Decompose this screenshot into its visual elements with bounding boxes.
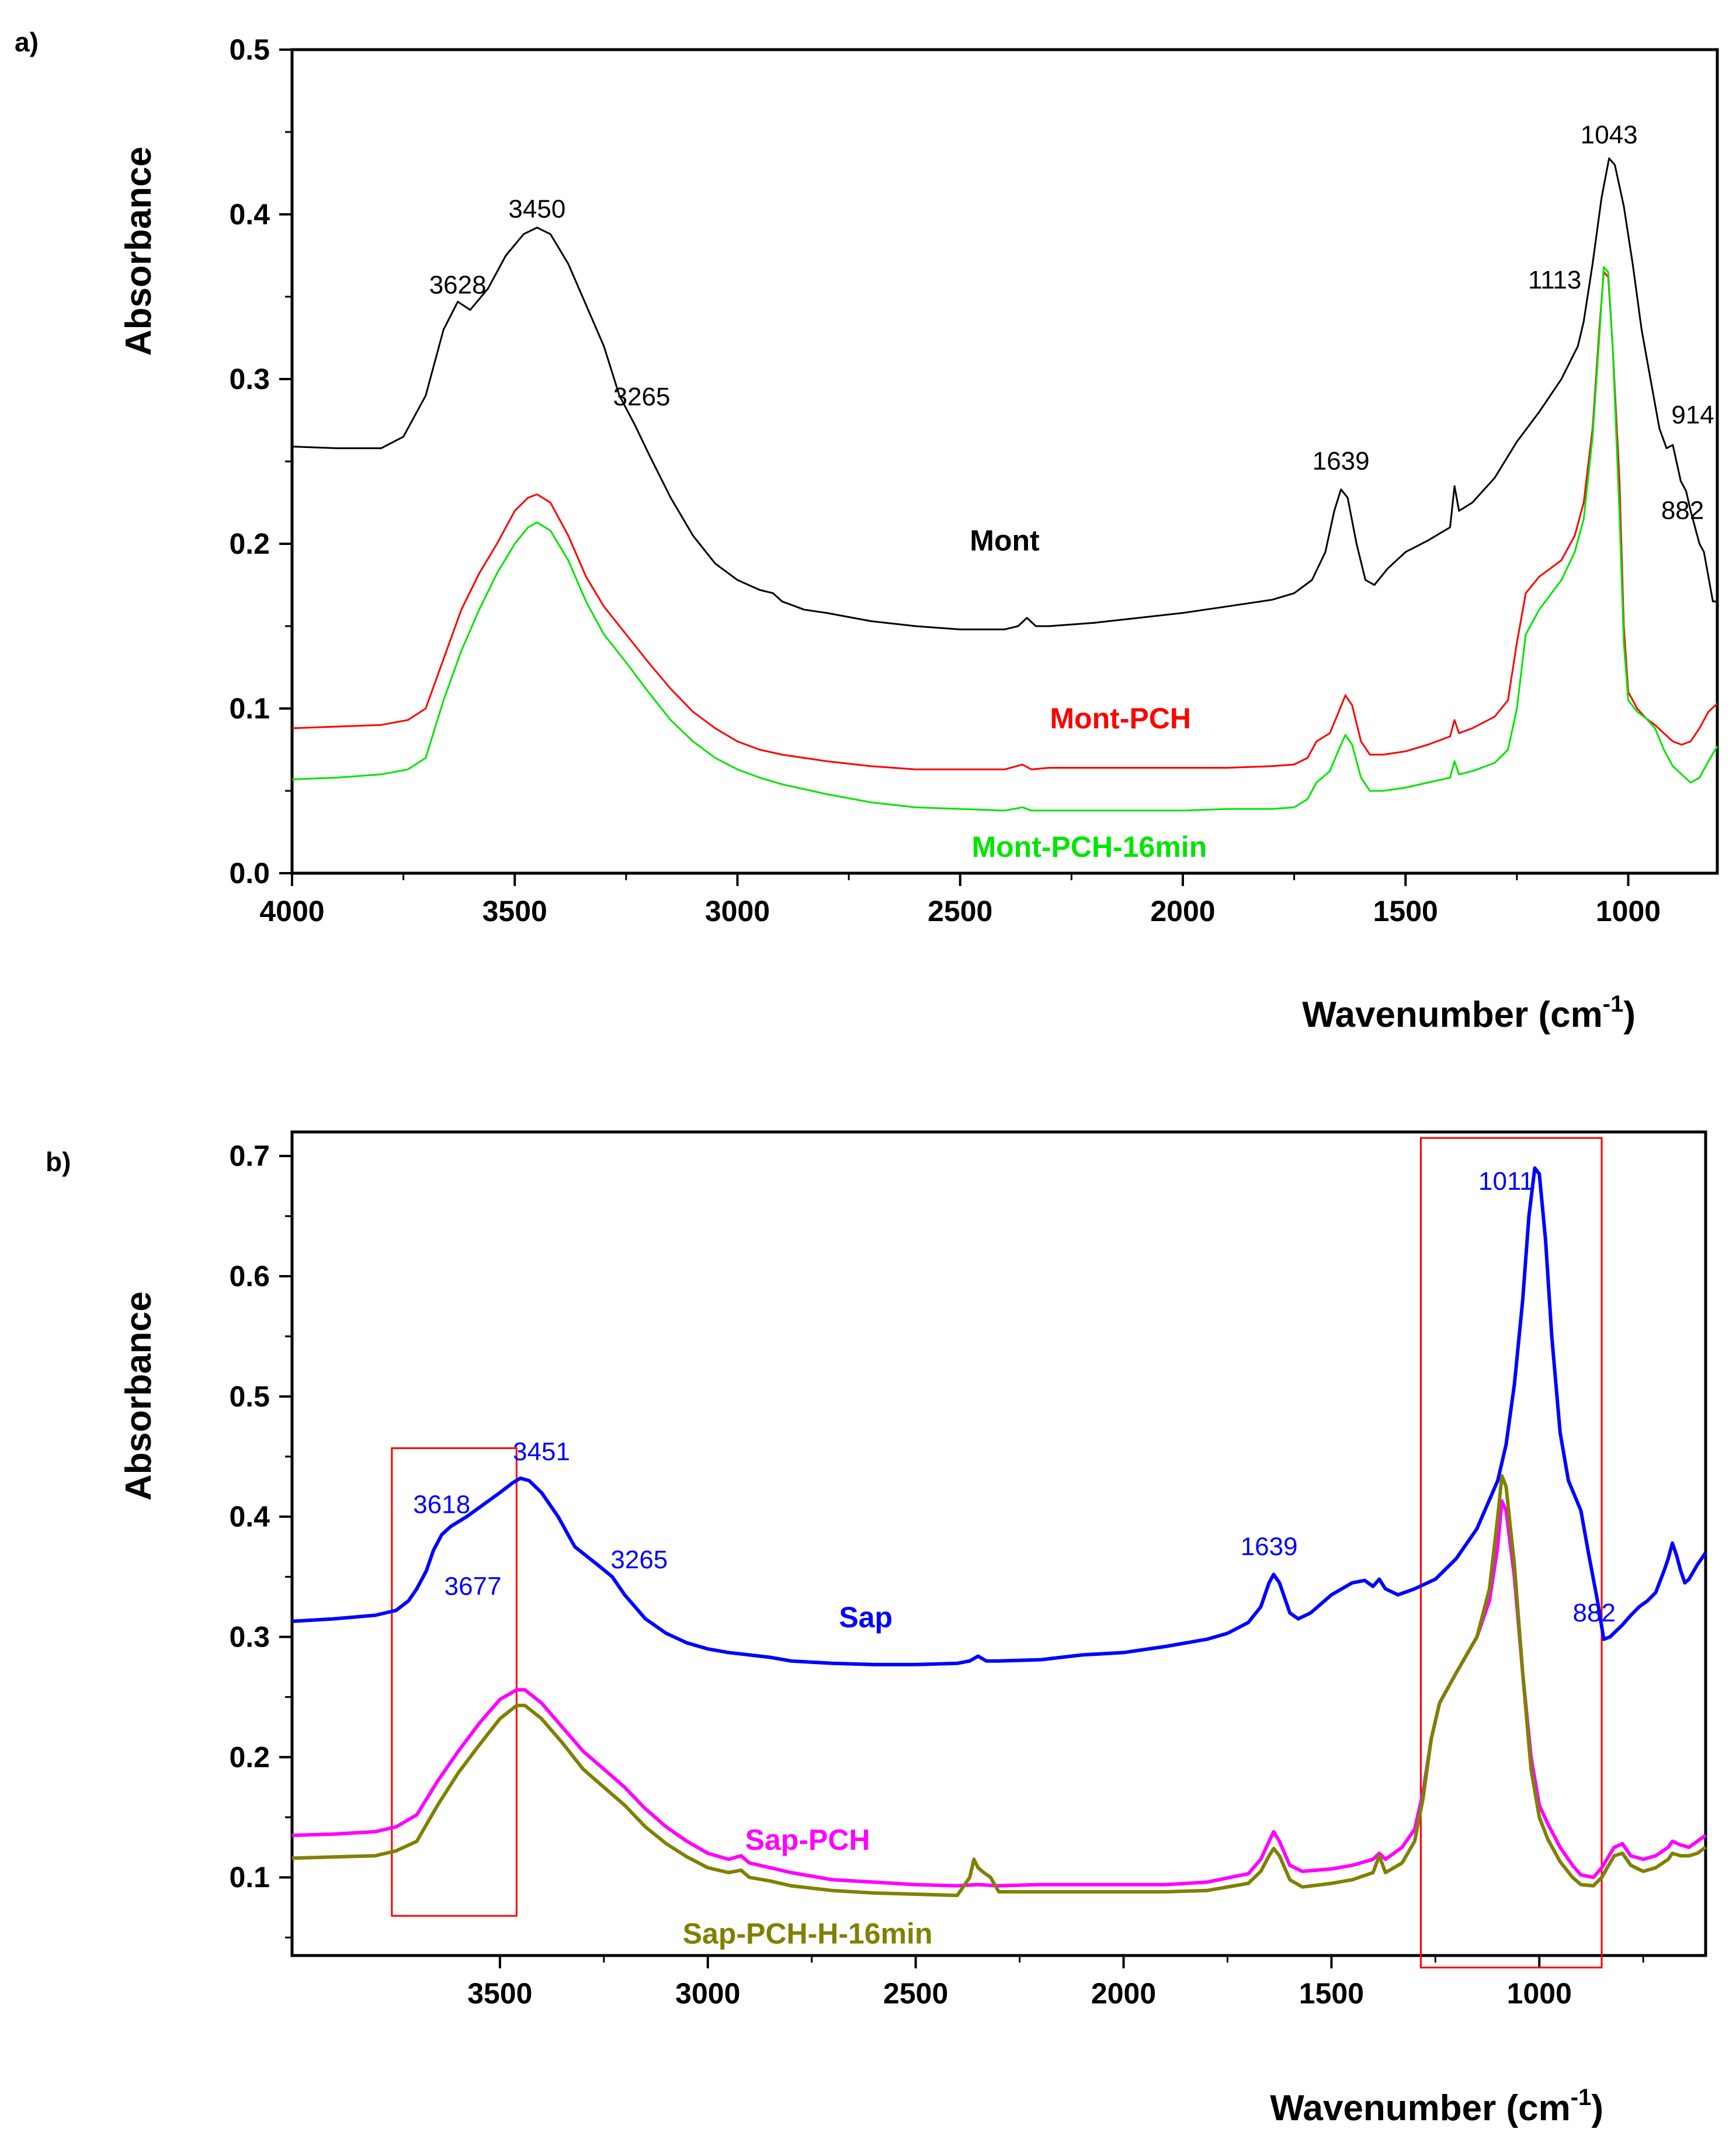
panel-b-peak-label: 3451 — [513, 1437, 570, 1466]
panel-b-x-axis-title: Wavenumber (cm-1) — [1270, 2085, 1603, 2128]
panel-b-series-label: Sap — [839, 1601, 893, 1634]
panel-b-y-ticks: 0.1 0.2 0.3 0.4 0.5 0.6 0.7 — [229, 1140, 292, 1939]
panel-a: a) 4000 3500 3000 2500 2000 1500 1000 0.00.10.… — [15, 27, 1719, 1035]
panel-a-y-axis-title: Absorbance — [119, 147, 159, 356]
panel-a-peak-label: 914 — [1671, 401, 1714, 429]
panel-a-x-tick-label: 1000 — [1596, 895, 1661, 928]
panel-b-annotations: 3618 3677 3451 3265 1639 1011 882 Sap Sap-PCH Sap… — [413, 1167, 1616, 1950]
panel-a-series — [291, 157, 1718, 812]
panel-a-x-tick-label: 2000 — [1150, 895, 1215, 928]
panel-a-peak-label: 1113 — [1528, 266, 1581, 294]
panel-b-y-axis-title: Absorbance — [119, 1291, 159, 1501]
panel-b-peak-label: 1639 — [1241, 1533, 1298, 1561]
panel-a-peak-label: 1043 — [1581, 121, 1638, 150]
panel-b-x-tick-label: 3500 — [467, 1977, 532, 2010]
panel-b-highlight-box — [1419, 1137, 1603, 1969]
panel-b-y-tick-label: 0.1 — [229, 1861, 270, 1894]
panel-b-x-tick-label: 1500 — [1299, 1977, 1364, 2010]
panel-a-peak-label: 882 — [1661, 496, 1704, 525]
panel-a-x-tick-label: 2500 — [928, 895, 992, 928]
panel-b-y-tick-label: 0.6 — [229, 1260, 270, 1293]
panel-a-peak-label: 3450 — [508, 195, 565, 224]
panel-b-y-tick-label: 0.3 — [229, 1621, 270, 1654]
panel-a-y-tick-label: 0.5 — [229, 33, 270, 66]
panel-b-y-tick-label: 0.4 — [229, 1501, 270, 1533]
panel-b-x-axis-title-close: ) — [1591, 2088, 1603, 2128]
panel-a-series-label: Mont-PCH — [1050, 702, 1191, 735]
panel-b-x-axis-title-sup: -1 — [1571, 2085, 1592, 2110]
panel-a-y-tick-label: 0.3 — [229, 363, 270, 395]
panel-b-x-tick-label: 1000 — [1507, 1977, 1572, 2010]
panel-b-x-ticks: 3500 3000 2500 2000 1500 1000 — [467, 1956, 1644, 2010]
panel-b-y-tick-label: 0.5 — [229, 1380, 270, 1413]
panel-a-x-tick-label: 1500 — [1373, 895, 1438, 928]
panel-b-y-tick-label: 0.7 — [229, 1140, 270, 1172]
panel-a-frame — [290, 48, 1719, 875]
panel-a-series-mont-pch — [291, 271, 1718, 770]
panel-a-peak-label: 3265 — [613, 383, 671, 411]
panel-b-peak-label: 882 — [1573, 1599, 1616, 1627]
panel-b-series-label: Sap-PCH-H-16min — [683, 1917, 933, 1950]
panel-a-x-ticks: 4000 3500 3000 2500 2000 1500 1000 — [259, 873, 1661, 928]
panel-b-highlight-box — [391, 1447, 518, 1917]
panel-a-x-tick-label: 3500 — [482, 895, 547, 928]
panel-a-label: a) — [15, 27, 39, 57]
panel-b-series-sap-pch — [291, 1499, 1707, 1888]
panel-a-x-tick-label: 3000 — [705, 895, 770, 928]
panel-a-x-axis-title-close: ) — [1623, 995, 1636, 1035]
panel-a-y-tick-label: 0.4 — [229, 198, 270, 231]
panel-b-highlight-boxes — [391, 1137, 1603, 1969]
panel-a-peak-label: 3628 — [429, 270, 487, 299]
panel-b-peak-label: 3265 — [610, 1545, 668, 1574]
panel-a-series-label: Mont-PCH-16min — [971, 831, 1207, 863]
panel-a-y-tick-label: 0.0 — [229, 857, 270, 890]
panel-a-x-axis-title-sup: -1 — [1603, 991, 1624, 1017]
panel-b-series-label: Sap-PCH — [745, 1824, 870, 1856]
panel-b-peak-label: 3677 — [445, 1572, 502, 1600]
panel-b-peak-label: 1011 — [1478, 1167, 1534, 1196]
panel-a-y-ticks: 0.0 0.1 0.2 0.3 0.4 0.5 — [229, 33, 292, 890]
panel-a-series-label: Mont — [970, 524, 1040, 557]
panel-a-x-axis-title: Wavenumber (cm-1) — [1302, 991, 1636, 1035]
panel-a-x-tick-label: 4000 — [259, 895, 324, 928]
panel-b-frame — [290, 1130, 1707, 1957]
panel-a-peak-label: 1639 — [1313, 447, 1370, 475]
panel-b-x-tick-label: 2000 — [1091, 1977, 1156, 2010]
panel-b-x-axis-title-main: Wavenumber (cm — [1270, 2088, 1571, 2128]
panel-b-series-sap — [291, 1166, 1707, 1666]
panel-a-y-tick-label: 0.1 — [229, 692, 270, 725]
panel-a-x-axis-title-main: Wavenumber (cm — [1302, 995, 1603, 1035]
panel-b-label: b) — [46, 1147, 71, 1177]
panel-b-y-tick-label: 0.2 — [229, 1741, 270, 1773]
panel-b-series — [291, 1166, 1707, 1898]
panel-b-x-tick-label: 3000 — [675, 1977, 740, 2010]
panel-b: b) 3500 3000 2500 2000 1500 1000 0.1 0.2 0.3 0.4… — [46, 1130, 1707, 2128]
panel-a-series-mont-pch-16min — [291, 266, 1718, 812]
panel-b-x-tick-label: 2500 — [883, 1977, 948, 2010]
panel-a-annotations: 3628 3450 3265 1639 1113 1043 914 882 Mont Mont-P… — [429, 121, 1714, 863]
panel-a-y-tick-label: 0.2 — [229, 527, 270, 560]
panel-b-peak-label: 3618 — [413, 1491, 470, 1519]
panel-b-series-sap-pch-h-16min — [291, 1474, 1707, 1898]
panel-a-series-mont — [291, 157, 1717, 631]
